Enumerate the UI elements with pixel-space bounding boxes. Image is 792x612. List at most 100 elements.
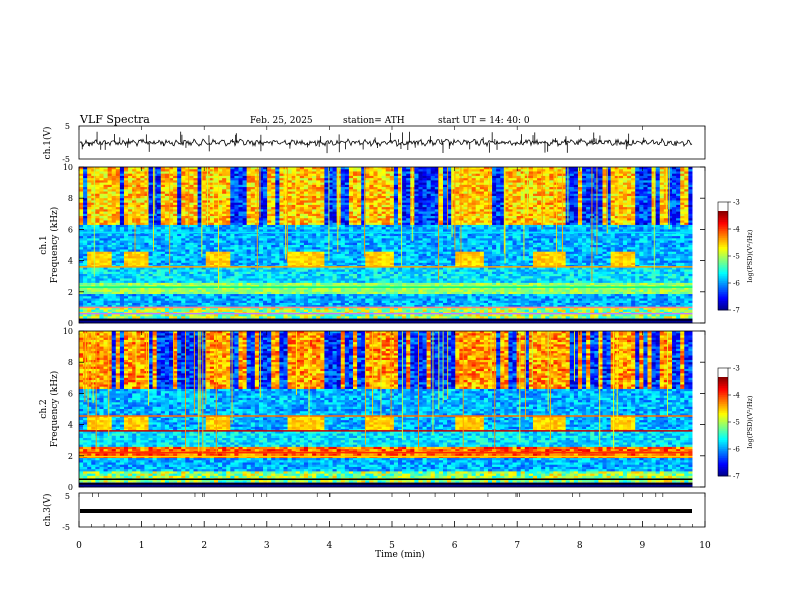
spectrogram-cell: [209, 296, 215, 299]
spectrogram-cell: [205, 271, 211, 275]
spectrogram-cell: [234, 236, 239, 239]
spectrogram-cell: [312, 222, 317, 226]
spectrogram-cell: [238, 278, 243, 281]
spectrogram-cell: [209, 167, 215, 170]
spectrogram-cell: [177, 309, 182, 313]
spectrogram-cell: [271, 249, 276, 252]
spectrogram-cell: [111, 202, 117, 206]
spectrogram-cell: [336, 320, 342, 324]
spectrogram-cell: [95, 236, 100, 239]
spectrogram-cell: [308, 276, 313, 279]
spectrogram-cell: [156, 209, 162, 212]
spectrogram-cell: [324, 209, 329, 212]
spectrogram-cell: [234, 271, 239, 275]
spectrogram-cell: [99, 236, 104, 239]
spectrogram-cell: [357, 222, 362, 226]
spectrogram-cell: [95, 222, 100, 226]
spectrogram-cell: [160, 262, 166, 266]
spectrogram-cell: [291, 193, 297, 197]
spectrogram-cell: [107, 316, 113, 319]
spectrogram-cell: [353, 233, 358, 237]
spectrogram-cell: [213, 218, 219, 221]
spectrogram-cell: [279, 167, 284, 170]
spectrogram-cell: [160, 180, 166, 183]
spectrogram-cell: [115, 256, 121, 259]
spectrogram-cell: [320, 276, 325, 279]
spectrogram-cell: [312, 320, 317, 324]
spectrogram-cell: [152, 276, 158, 279]
spectrogram-cell: [115, 178, 121, 181]
spectrogram-cell: [103, 253, 108, 257]
spectrogram-cell: [164, 173, 170, 177]
spectrogram-cell: [197, 291, 202, 295]
spectrogram-cell: [226, 249, 231, 252]
spectrogram-cell: [320, 175, 325, 179]
spectrogram-cell: [173, 198, 178, 201]
spectrogram-cell: [357, 175, 362, 179]
spectrogram-cell: [140, 240, 145, 244]
spectrogram-cell: [197, 249, 202, 252]
spectrogram-cell: [197, 202, 202, 206]
spectrogram-cell: [344, 245, 350, 248]
spectrogram-cell: [287, 184, 292, 188]
spectrogram-cell: [205, 182, 211, 186]
spectrogram-cell: [271, 296, 276, 299]
spectrogram-cell: [111, 305, 117, 308]
spectrogram-cell: [250, 240, 256, 244]
spectrogram-cell: [197, 289, 202, 293]
spectrogram-cell: [119, 260, 125, 264]
spectrogram-cell: [291, 320, 297, 324]
spectrogram-cell: [83, 260, 88, 264]
spectrogram-cell: [136, 193, 141, 197]
spectrogram-cell: [168, 178, 174, 181]
spectrogram-cell: [308, 202, 313, 206]
spectrogram-cell: [312, 240, 317, 244]
spectrogram-cell: [218, 280, 223, 284]
spectrogram-cell: [344, 171, 350, 174]
spectrogram-cell: [136, 167, 141, 170]
spectrogram-cell: [348, 316, 354, 319]
spectrogram-cell: [185, 262, 190, 266]
spectrogram-cell: [246, 251, 252, 255]
spectrogram-cell: [267, 247, 272, 250]
spectrogram-cell: [353, 200, 358, 203]
spectrogram-cell: [222, 200, 227, 203]
spectrogram-cell: [287, 189, 292, 192]
spectrogram-cell: [103, 280, 108, 284]
spectrogram-cell: [177, 287, 182, 290]
spectrogram-cell: [128, 242, 133, 246]
spectrogram-cell: [209, 178, 215, 181]
spectrogram-cell: [357, 256, 362, 259]
spectrogram-cell: [234, 309, 239, 313]
spectrogram-cell: [144, 193, 149, 197]
spectrogram-cell: [185, 220, 190, 224]
spectrogram-cell: [79, 251, 84, 255]
spectrogram-cell: [201, 213, 207, 217]
spectrogram-cell: [132, 213, 137, 217]
spectrogram-cell: [242, 289, 247, 293]
spectrogram-cell: [226, 278, 231, 281]
spectrogram-cell: [250, 245, 256, 248]
spectrogram-cell: [353, 204, 358, 208]
spectrogram-cell: [164, 309, 170, 313]
spectrogram-cell: [213, 294, 219, 297]
spectrogram-cell: [119, 280, 125, 284]
spectrogram-cell: [115, 238, 121, 241]
spectrogram-cell: [320, 222, 325, 226]
spectrogram-cell: [263, 291, 268, 295]
spectrogram-cell: [115, 251, 121, 255]
spectrogram-cell: [308, 238, 313, 241]
spectrogram-cell: [201, 216, 207, 219]
spectrogram-cell: [258, 178, 264, 181]
spectrogram-cell: [156, 302, 162, 306]
spectrogram-cell: [238, 249, 243, 252]
spectrogram-cell: [361, 218, 366, 221]
spectrogram-cell: [140, 276, 145, 279]
spectrogram-cell: [128, 249, 133, 252]
spectrogram-cell: [132, 180, 137, 183]
spectrogram-cell: [201, 169, 207, 172]
spectrogram-cell: [189, 282, 194, 286]
spectrogram-cell: [275, 175, 280, 179]
spectrogram-cell: [348, 180, 354, 183]
spectrogram-cell: [234, 251, 239, 255]
